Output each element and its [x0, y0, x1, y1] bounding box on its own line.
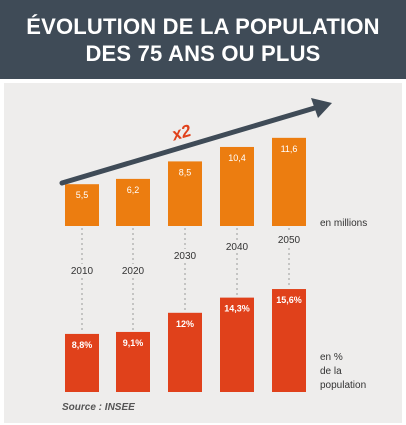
bar-percent: [65, 333, 99, 392]
trend-label: x2: [169, 121, 194, 145]
unit-label-percent: population: [320, 380, 366, 391]
year-label: 2020: [122, 266, 145, 277]
trend-arrow-head: [311, 98, 332, 118]
title-banner: ÉVOLUTION DE LA POPULATION DES 75 ANS OU…: [0, 0, 406, 79]
bar-percent: [220, 297, 254, 392]
trend-arrow-shaft: [59, 104, 321, 186]
title-line-1: ÉVOLUTION DE LA POPULATION: [26, 13, 380, 39]
bar-percent: [116, 331, 150, 392]
bar-percent: [168, 312, 202, 392]
bar-millions: [168, 161, 202, 226]
bar-millions: [272, 137, 306, 226]
year-label-bg: [223, 240, 251, 253]
bar-value-label: 8,5: [179, 167, 192, 177]
bar-millions: [65, 184, 99, 226]
source-note: Source : INSEE: [62, 402, 135, 413]
bar-percent-label: 9,1%: [123, 338, 144, 348]
year-label-bg: [119, 264, 147, 277]
year-label: 2050: [278, 235, 301, 246]
bar-millions: [116, 178, 150, 226]
year-label-bg: [171, 249, 199, 262]
unit-label-percent: en %: [320, 352, 343, 363]
bar-value-label: 10,4: [228, 153, 246, 163]
bar-percent: [272, 289, 306, 392]
year-label-bg: [275, 233, 303, 246]
bar-percent-label: 12%: [176, 319, 194, 329]
bar-millions: [220, 146, 254, 226]
year-label: 2030: [174, 251, 197, 262]
bar-value-label: 5,5: [76, 190, 89, 200]
bar-percent-label: 8,8%: [72, 340, 93, 350]
unit-label-millions: en millions: [320, 218, 367, 229]
bar-percent-label: 15,6%: [276, 295, 302, 305]
bar-value-label: 11,6: [281, 144, 298, 154]
bar-value-label: 6,2: [127, 185, 140, 195]
year-label-bg: [68, 264, 96, 277]
year-label: 2010: [71, 266, 94, 277]
unit-label-percent: de la: [320, 366, 342, 377]
year-label: 2040: [226, 242, 249, 253]
bar-percent-label: 14,3%: [224, 304, 250, 314]
title-line-2: DES 75 ANS OU PLUS: [85, 40, 321, 66]
